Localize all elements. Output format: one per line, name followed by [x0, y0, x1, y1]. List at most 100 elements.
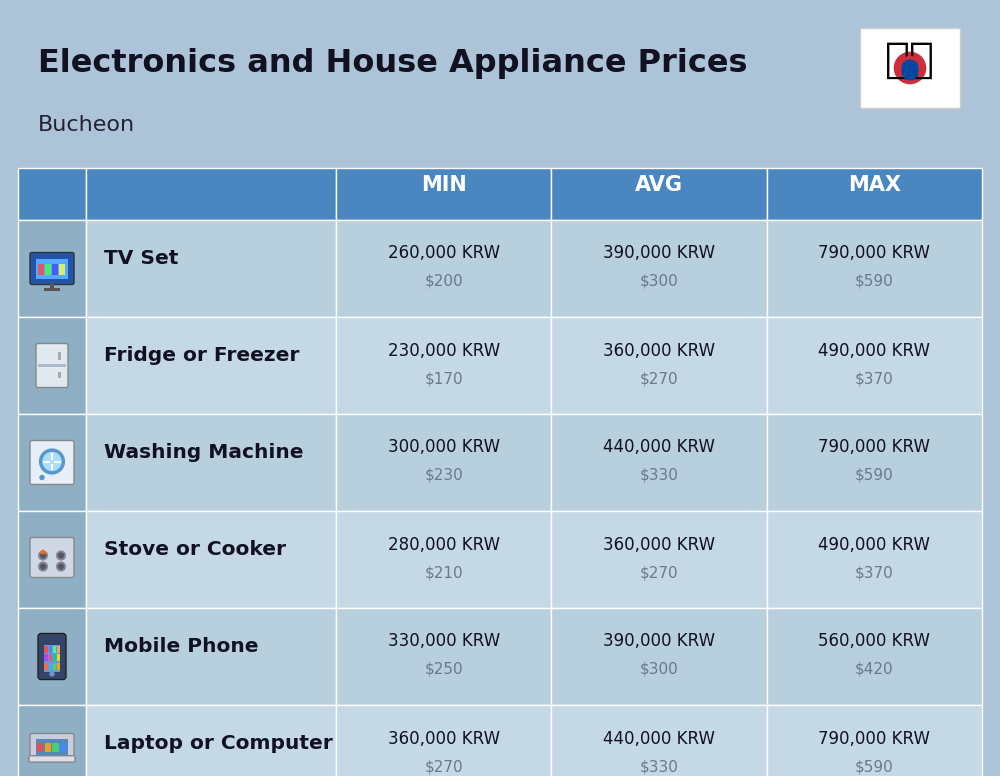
Bar	[860, 28, 960, 108]
Bar	[18, 608, 86, 705]
Text: Washing Machine: Washing Machine	[104, 443, 304, 462]
Bar	[86, 317, 336, 414]
Text: 390,000 KRW: 390,000 KRW	[603, 244, 715, 262]
Text: $250: $250	[424, 662, 463, 677]
Circle shape	[902, 57, 918, 72]
Circle shape	[40, 476, 44, 480]
Text: $420: $420	[855, 662, 894, 677]
Bar	[86, 414, 336, 511]
Text: $170: $170	[424, 371, 463, 386]
Bar	[767, 608, 982, 705]
Circle shape	[882, 40, 938, 96]
Text: $590: $590	[855, 759, 894, 774]
Bar	[49, 646, 52, 653]
Text: 300,000 KRW: 300,000 KRW	[388, 438, 500, 456]
Bar	[551, 414, 767, 511]
FancyBboxPatch shape	[30, 733, 74, 760]
Bar	[49, 654, 52, 661]
Text: Stove or Cooker: Stove or Cooker	[104, 540, 286, 559]
Bar	[59, 264, 65, 275]
FancyBboxPatch shape	[36, 258, 68, 279]
Bar	[551, 317, 767, 414]
Bar	[44, 663, 48, 670]
Text: 360,000 KRW: 360,000 KRW	[603, 535, 715, 553]
Bar	[45, 264, 51, 275]
Bar	[44, 645, 60, 671]
Bar	[336, 414, 551, 511]
Bar	[767, 511, 982, 608]
Text: $330: $330	[640, 468, 678, 483]
Text: $300: $300	[640, 662, 678, 677]
Text: $370: $370	[855, 565, 894, 580]
FancyBboxPatch shape	[36, 344, 68, 387]
Bar	[862, 30, 958, 106]
Text: AVG: AVG	[635, 175, 683, 195]
Circle shape	[59, 564, 63, 569]
Circle shape	[50, 672, 54, 676]
FancyBboxPatch shape	[30, 252, 74, 285]
Text: Electronics and House Appliance Prices: Electronics and House Appliance Prices	[38, 48, 748, 79]
Bar	[52, 743, 59, 751]
Circle shape	[900, 58, 920, 78]
Bar	[45, 743, 51, 751]
Bar	[58, 372, 61, 377]
Bar	[551, 705, 767, 776]
Text: 260,000 KRW: 260,000 KRW	[388, 244, 500, 262]
Bar	[37, 743, 43, 751]
Bar	[767, 220, 982, 317]
Text: 🇰🇷: 🇰🇷	[885, 39, 935, 81]
Text: 330,000 KRW: 330,000 KRW	[388, 632, 500, 650]
Bar	[551, 511, 767, 608]
Bar	[18, 511, 86, 608]
Bar	[336, 168, 551, 220]
Bar	[336, 511, 551, 608]
Text: 440,000 KRW: 440,000 KRW	[603, 729, 715, 747]
Circle shape	[39, 551, 47, 560]
Text: 280,000 KRW: 280,000 KRW	[388, 535, 500, 553]
Text: $370: $370	[855, 371, 894, 386]
Text: TV Set: TV Set	[104, 249, 178, 268]
Circle shape	[39, 562, 47, 571]
Bar	[86, 705, 336, 776]
Text: Mobile Phone: Mobile Phone	[104, 637, 258, 656]
FancyBboxPatch shape	[30, 538, 74, 577]
Text: $590: $590	[855, 468, 894, 483]
Text: $230: $230	[424, 468, 463, 483]
Bar	[860, 28, 960, 108]
Circle shape	[894, 53, 926, 84]
Text: 390,000 KRW: 390,000 KRW	[603, 632, 715, 650]
Bar	[60, 743, 66, 751]
Text: $210: $210	[424, 565, 463, 580]
Circle shape	[902, 64, 918, 80]
Text: 790,000 KRW: 790,000 KRW	[818, 244, 930, 262]
Bar	[53, 654, 56, 661]
Circle shape	[892, 50, 928, 86]
Bar	[18, 220, 86, 317]
Bar	[53, 646, 56, 653]
Bar	[57, 646, 60, 653]
Bar	[551, 608, 767, 705]
Text: Bucheon: Bucheon	[38, 115, 135, 135]
Text: $270: $270	[640, 371, 678, 386]
Text: $200: $200	[424, 274, 463, 289]
Bar	[53, 663, 56, 670]
Circle shape	[40, 449, 64, 474]
Text: Laptop or Computer: Laptop or Computer	[104, 734, 333, 753]
Circle shape	[57, 562, 65, 571]
FancyBboxPatch shape	[38, 633, 66, 680]
Bar	[86, 168, 336, 220]
Bar	[36, 739, 68, 755]
Bar	[57, 663, 60, 670]
Text: 490,000 KRW: 490,000 KRW	[818, 341, 930, 359]
Circle shape	[59, 553, 63, 558]
Text: $270: $270	[640, 565, 678, 580]
Bar	[44, 646, 48, 653]
Text: 360,000 KRW: 360,000 KRW	[603, 341, 715, 359]
Bar	[336, 705, 551, 776]
Text: 560,000 KRW: 560,000 KRW	[818, 632, 930, 650]
Polygon shape	[41, 550, 45, 553]
Bar	[38, 264, 44, 275]
Bar	[18, 317, 86, 414]
Text: Fridge or Freezer: Fridge or Freezer	[104, 346, 299, 365]
Text: 440,000 KRW: 440,000 KRW	[603, 438, 715, 456]
